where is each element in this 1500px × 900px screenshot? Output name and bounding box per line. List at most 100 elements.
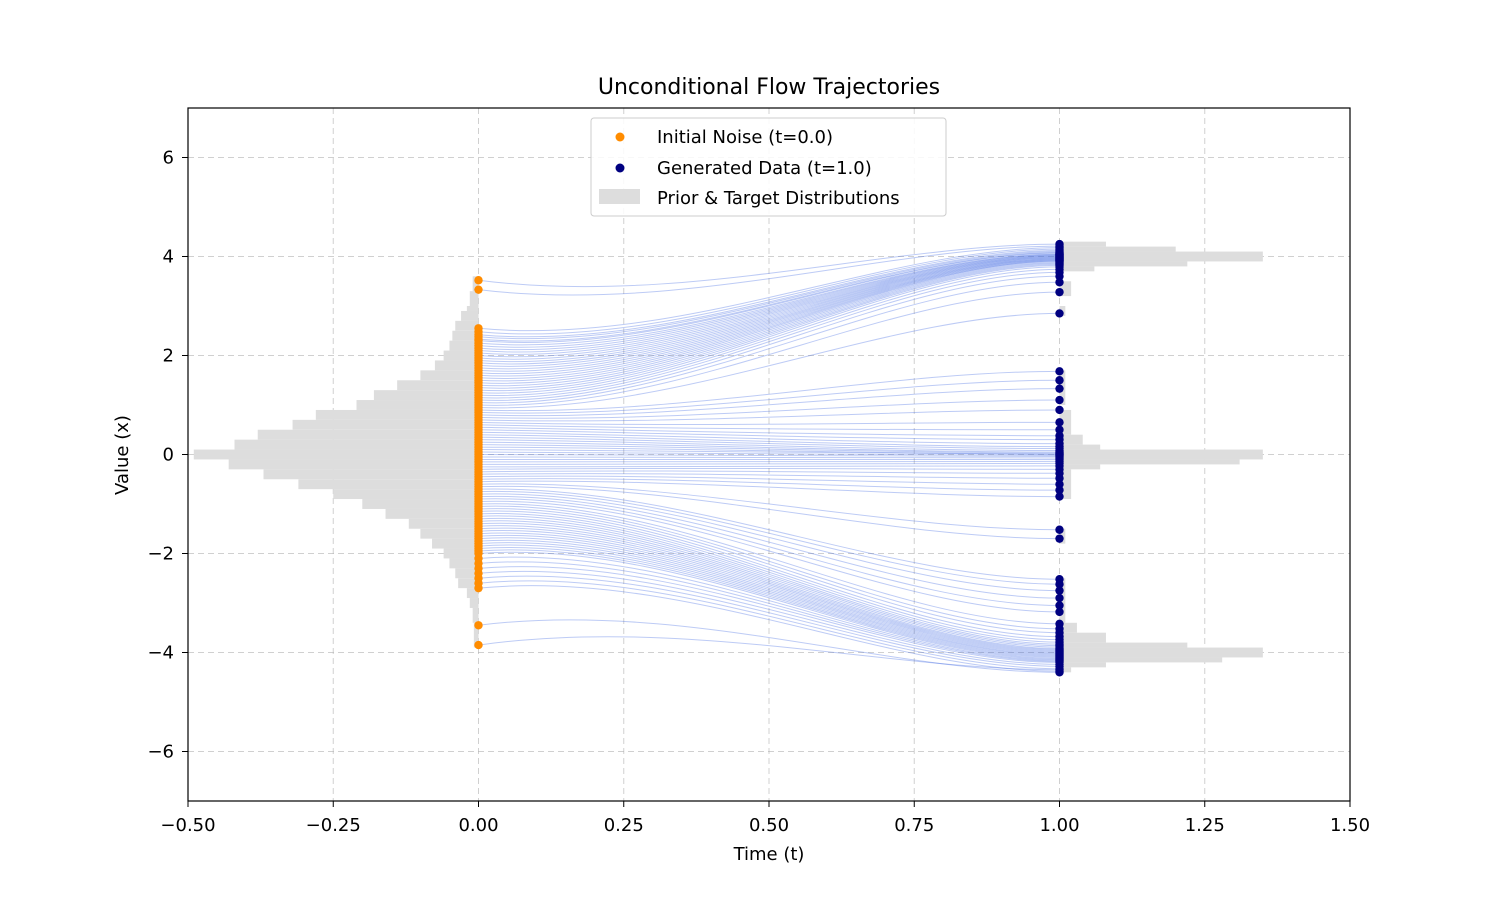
trajectory-line: [478, 254, 1060, 348]
trajectory-line: [478, 426, 1060, 437]
trajectory-line: [478, 530, 1060, 652]
trajectory-line: [478, 261, 1060, 384]
prior-histogram-bar: [373, 390, 479, 401]
prior-histogram-bar: [193, 449, 479, 460]
trajectory-line: [478, 262, 1060, 387]
trajectory-line: [478, 454, 1060, 457]
trajectory-line: [478, 436, 1060, 450]
trajectory-line: [478, 258, 1060, 370]
prior-histogram-bar: [443, 548, 479, 559]
generated-data-point: [1055, 586, 1064, 595]
trajectory-line: [478, 636, 1060, 671]
prior-histogram-bar: [461, 310, 479, 321]
trajectory-line: [478, 525, 1060, 650]
trajectory-line: [478, 409, 1060, 422]
initial-noise-point: [474, 285, 483, 294]
target-histogram-bar: [1059, 459, 1240, 465]
trajectory-line: [478, 275, 1060, 401]
prior-histogram-bar: [315, 409, 479, 420]
trajectory-line: [478, 370, 1060, 412]
target-histogram-bar: [1059, 464, 1101, 470]
prior-histogram-bar: [434, 360, 479, 371]
y-tick-label: 6: [163, 148, 174, 169]
trajectory-line: [478, 500, 1060, 613]
target-histogram-bar: [1059, 449, 1263, 455]
trajectory-line: [478, 256, 1060, 363]
x-tick-label: 0.75: [894, 815, 934, 836]
prior-histogram-bar: [257, 429, 479, 440]
trajectory-line: [478, 253, 1060, 346]
prior-histogram-bar: [228, 459, 479, 470]
trajectory-line: [478, 434, 1060, 448]
target-histogram-bar: [1059, 652, 1263, 658]
target-histogram-bar: [1059, 241, 1106, 247]
trajectory-line: [478, 460, 1060, 463]
trajectory-line: [478, 252, 1060, 342]
trajectory-line: [478, 522, 1060, 648]
legend-label-distributions: Prior & Target Distributions: [657, 188, 900, 209]
trajectory-line: [478, 532, 1060, 653]
x-tick-label: 0.50: [749, 815, 789, 836]
trajectory-line: [478, 470, 1060, 474]
generated-data-point: [1055, 418, 1064, 427]
trajectory-line: [478, 561, 1060, 662]
trajectory-line: [478, 291, 1060, 406]
prior-histogram-bar: [432, 538, 479, 549]
legend-label-initial-noise: Initial Noise (t=0.0): [657, 127, 833, 148]
trajectory-line: [478, 585, 1060, 672]
trajectory-line: [478, 527, 1060, 651]
trajectory-line: [478, 510, 1060, 638]
y-tick-label: −6: [147, 742, 174, 763]
legend-swatch-distributions: [599, 189, 640, 204]
prior-histogram-bar: [458, 578, 479, 589]
y-tick-label: 4: [163, 247, 174, 268]
x-axis-ticks: −0.50 −0.25 0.00 0.25 0.50 0.75 1.00 1.25 1.50: [160, 801, 1370, 836]
prior-histogram-bar: [466, 588, 479, 599]
trajectory-line: [478, 546, 1060, 658]
generated-data-point: [1055, 474, 1064, 483]
trajectory-line: [478, 260, 1060, 382]
trajectory-line: [478, 256, 1060, 358]
trajectory-line: [478, 467, 1060, 470]
y-tick-label: 0: [163, 445, 174, 466]
trajectory-line: [478, 483, 1060, 531]
prior-histogram-bar: [443, 350, 479, 361]
trajectory-line: [478, 379, 1060, 414]
x-tick-label: 0.00: [458, 815, 498, 836]
trajectory-line: [478, 257, 1060, 367]
generated-data-point: [1055, 395, 1064, 405]
x-tick-label: 1.00: [1039, 815, 1079, 836]
y-axis-ticks: −6 −4 −2 0 2 4 6: [147, 148, 188, 763]
generated-data-point: [1055, 367, 1064, 376]
generated-data-point: [1055, 480, 1064, 489]
prior-histogram-bar: [420, 370, 479, 381]
prior-histogram-bar: [469, 598, 479, 608]
initial-noise-point: [474, 583, 483, 593]
trajectory-line: [478, 260, 1060, 380]
trajectory-line: [478, 456, 1060, 459]
generated-data-points: [1055, 239, 1064, 677]
prior-histogram-bar: [449, 340, 479, 351]
trajectory-line: [478, 485, 1060, 540]
trajectory-line: [478, 247, 1060, 332]
trajectory-line: [478, 566, 1060, 663]
trajectory-line: [478, 255, 1060, 355]
trajectory-line: [478, 251, 1060, 340]
trajectory-line: [478, 441, 1060, 453]
trajectory-line: [478, 580, 1060, 670]
trajectory-line: [478, 252, 1060, 344]
generated-data-point: [1055, 384, 1064, 393]
trajectory-line: [478, 475, 1060, 485]
y-tick-label: −4: [147, 643, 174, 664]
x-tick-label: 0.25: [604, 815, 644, 836]
trajectory-line: [478, 544, 1060, 657]
trajectory-line: [478, 248, 1060, 335]
target-histogram-bar: [1059, 266, 1095, 272]
trajectory-line: [478, 575, 1060, 667]
prior-histogram-bar: [472, 276, 479, 292]
generated-data-point: [1055, 492, 1064, 501]
y-tick-label: −2: [147, 544, 174, 565]
prior-histogram-bar: [263, 469, 479, 480]
trajectory-line: [478, 268, 1060, 396]
y-axis-label: Value (x): [112, 415, 133, 495]
